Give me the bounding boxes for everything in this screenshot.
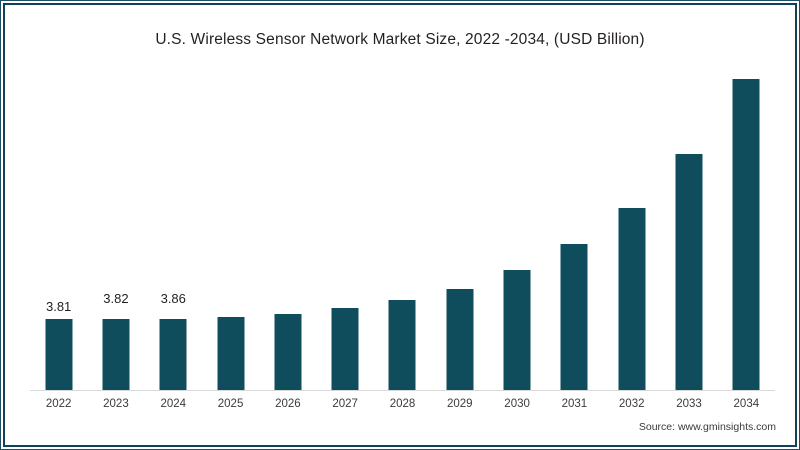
bar-2027[interactable] (331, 308, 359, 390)
bar-value-label-2022: 3.81 (45, 299, 72, 314)
bar-group (317, 70, 374, 390)
bar-2025[interactable] (217, 317, 245, 390)
bar-group: 3.86 (145, 70, 202, 390)
bar-group: 3.82 (87, 70, 144, 390)
x-tick-2032: 2032 (618, 398, 645, 410)
x-tick-2022: 2022 (45, 398, 72, 410)
x-tick-2030: 2030 (504, 398, 530, 410)
bar-2033[interactable] (675, 154, 703, 390)
bar-2029[interactable] (446, 289, 474, 390)
bar-2030[interactable] (503, 270, 531, 390)
bar-2034[interactable] (732, 79, 760, 390)
x-tick-2026: 2026 (275, 398, 301, 410)
x-tick-2024: 2024 (160, 398, 187, 410)
bar-group (374, 70, 431, 390)
bar-group (431, 70, 488, 390)
x-axis-line (30, 390, 775, 391)
bar-group (718, 70, 775, 390)
bar-group (202, 70, 259, 390)
bar-value-label-2024: 3.86 (160, 291, 186, 306)
bar-group: 3.81 (30, 70, 87, 390)
bar-value-label-2023: 3.82 (103, 291, 129, 306)
x-tick-2029: 2029 (446, 398, 473, 410)
bar-group (259, 70, 316, 390)
bar-2028[interactable] (388, 300, 416, 390)
bar-2031[interactable] (560, 244, 588, 390)
bar-group (603, 70, 660, 390)
x-axis-tick-labels: 2022 2023 2024 2025 2026 2027 2028 2029 2030 2031… (30, 398, 775, 418)
source-attribution: Source: www.gminsights.com (638, 421, 776, 433)
bars-layer: 3.81 3.82 3.86 (30, 70, 775, 390)
bar-group (488, 70, 545, 390)
bar-group (546, 70, 603, 390)
bar-2026[interactable] (274, 314, 302, 390)
bar-2024[interactable] (159, 319, 187, 390)
x-tick-2031: 2031 (561, 398, 588, 410)
bar-group (660, 70, 717, 390)
x-tick-2034: 2034 (733, 398, 760, 410)
x-tick-2025: 2025 (217, 398, 244, 410)
bar-2032[interactable] (618, 208, 646, 390)
bar-2023[interactable] (102, 319, 130, 390)
x-tick-2028: 2028 (389, 398, 416, 410)
x-tick-2033: 2033 (676, 398, 702, 410)
chart-title: U.S. Wireless Sensor Network Market Size… (155, 31, 645, 48)
x-tick-2023: 2023 (103, 398, 129, 410)
x-tick-2027: 2027 (332, 398, 358, 410)
bar-2022[interactable] (45, 319, 73, 390)
